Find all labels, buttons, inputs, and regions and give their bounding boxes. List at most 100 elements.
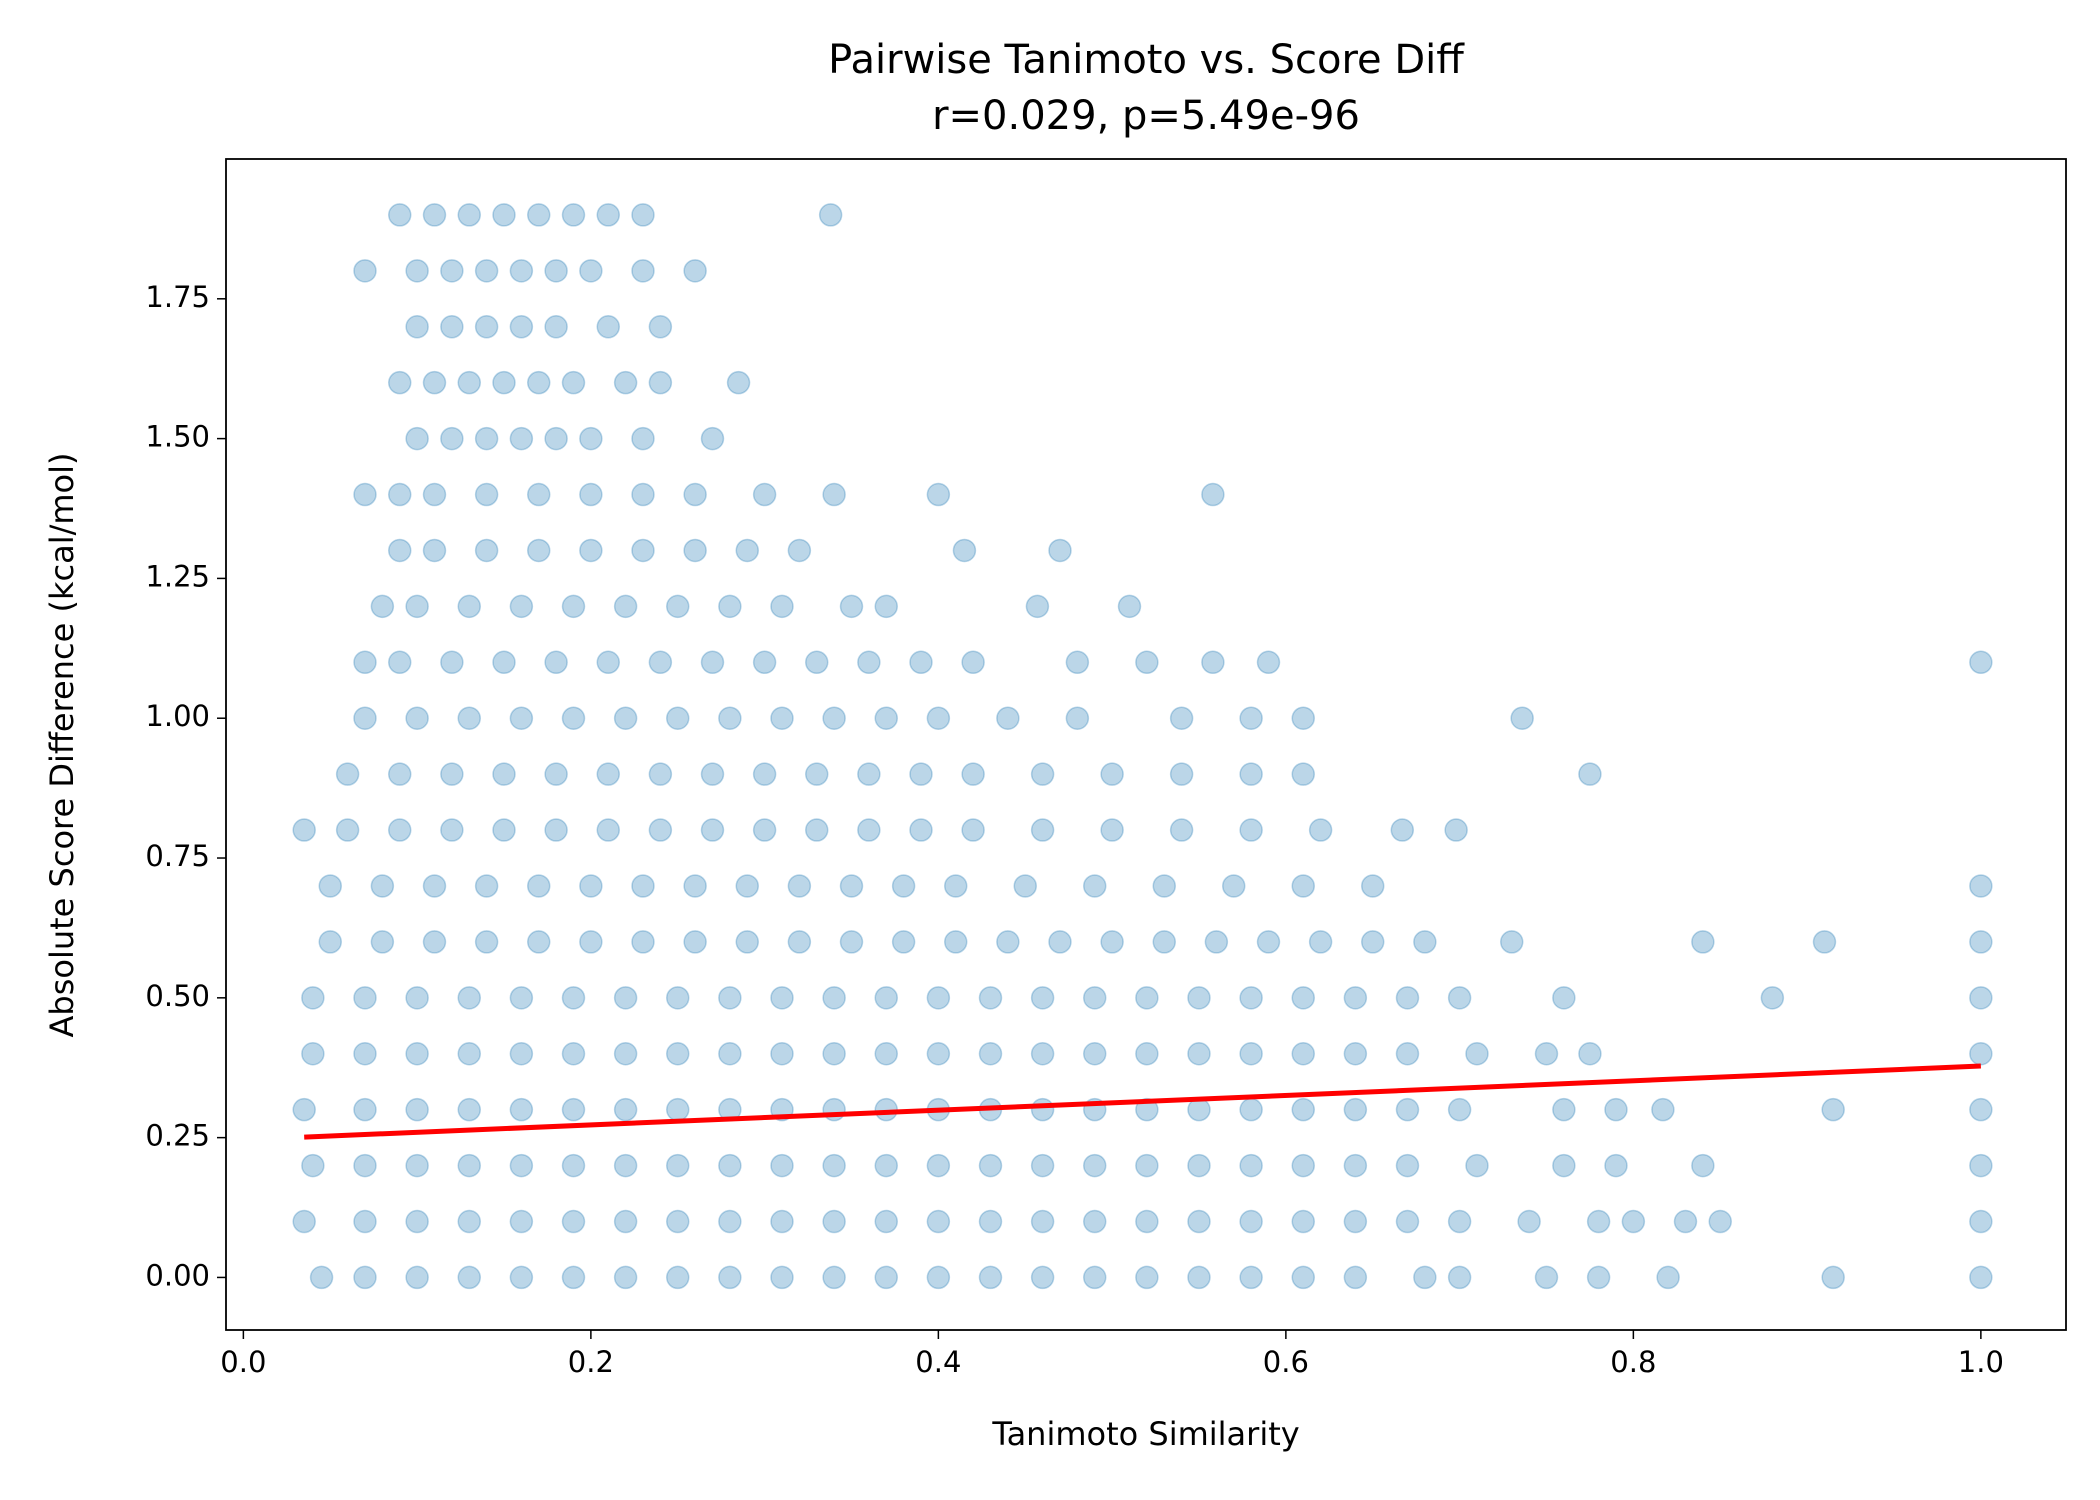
point bbox=[405, 1265, 429, 1290]
y-tick-label: 1.00 bbox=[145, 699, 210, 733]
point bbox=[1390, 818, 1415, 842]
point bbox=[1969, 1097, 1993, 1122]
point bbox=[683, 930, 707, 954]
point bbox=[1534, 1041, 1559, 1066]
point bbox=[544, 259, 568, 283]
point bbox=[961, 650, 985, 675]
point bbox=[926, 1265, 951, 1290]
point bbox=[387, 538, 412, 563]
point bbox=[301, 1153, 325, 1178]
point bbox=[648, 315, 673, 339]
point bbox=[492, 762, 516, 786]
point bbox=[526, 370, 551, 395]
point bbox=[561, 594, 586, 619]
point bbox=[1969, 874, 1993, 898]
point bbox=[561, 1153, 586, 1178]
point bbox=[422, 203, 447, 227]
point bbox=[405, 1209, 429, 1234]
point bbox=[874, 986, 898, 1010]
point bbox=[370, 930, 395, 954]
point bbox=[370, 594, 395, 619]
point bbox=[387, 650, 412, 675]
point bbox=[1135, 1097, 1159, 1122]
point bbox=[579, 874, 603, 898]
point bbox=[1169, 706, 1194, 730]
point bbox=[1651, 1097, 1675, 1122]
point bbox=[700, 426, 725, 451]
point bbox=[891, 930, 916, 954]
point bbox=[457, 1097, 481, 1122]
point bbox=[613, 1153, 638, 1178]
point bbox=[596, 650, 620, 675]
point bbox=[1413, 1265, 1437, 1290]
point bbox=[1413, 930, 1437, 954]
point bbox=[405, 426, 429, 451]
point bbox=[943, 874, 968, 898]
point bbox=[1395, 986, 1420, 1010]
point bbox=[1030, 1209, 1055, 1234]
point bbox=[926, 986, 951, 1010]
point bbox=[1135, 1265, 1159, 1290]
point bbox=[1969, 930, 1993, 954]
point bbox=[301, 986, 325, 1010]
point bbox=[544, 818, 568, 842]
point bbox=[1969, 650, 1993, 675]
point bbox=[387, 482, 412, 507]
point bbox=[353, 650, 377, 675]
point bbox=[509, 1209, 534, 1234]
point bbox=[457, 370, 481, 395]
point bbox=[613, 370, 638, 395]
point bbox=[457, 1153, 481, 1178]
point bbox=[1969, 1041, 1993, 1066]
point bbox=[700, 650, 725, 675]
point bbox=[1465, 1153, 1489, 1178]
point bbox=[770, 1265, 794, 1290]
point bbox=[561, 1209, 586, 1234]
point bbox=[804, 818, 829, 842]
point bbox=[1447, 986, 1472, 1010]
point bbox=[683, 259, 707, 283]
y-tick-label: 0.50 bbox=[145, 979, 210, 1013]
plot-frame bbox=[225, 158, 2067, 1331]
point bbox=[1201, 482, 1225, 507]
point bbox=[405, 594, 429, 619]
point bbox=[665, 706, 690, 730]
point bbox=[718, 1153, 742, 1178]
point bbox=[631, 538, 655, 563]
point bbox=[874, 1265, 898, 1290]
point bbox=[1517, 1209, 1541, 1234]
point bbox=[579, 426, 603, 451]
point bbox=[1030, 1265, 1055, 1290]
point bbox=[292, 818, 316, 842]
point bbox=[1969, 1209, 1993, 1234]
point bbox=[735, 930, 759, 954]
point bbox=[804, 650, 829, 675]
point bbox=[457, 1209, 481, 1234]
point bbox=[631, 426, 655, 451]
point bbox=[874, 1153, 898, 1178]
point bbox=[665, 986, 690, 1010]
point bbox=[561, 706, 586, 730]
point bbox=[631, 203, 655, 227]
point bbox=[353, 1153, 377, 1178]
point bbox=[1552, 1097, 1576, 1122]
point bbox=[891, 874, 916, 898]
point bbox=[1030, 1097, 1055, 1122]
point bbox=[909, 762, 933, 786]
point bbox=[1239, 986, 1263, 1010]
point bbox=[353, 706, 377, 730]
point bbox=[509, 1041, 534, 1066]
point bbox=[857, 762, 881, 786]
point bbox=[1395, 1041, 1420, 1066]
point bbox=[1578, 762, 1602, 786]
point bbox=[1065, 706, 1090, 730]
point bbox=[735, 538, 759, 563]
point bbox=[509, 315, 534, 339]
point bbox=[822, 706, 846, 730]
point bbox=[613, 706, 638, 730]
point bbox=[1152, 930, 1176, 954]
point bbox=[1239, 1097, 1263, 1122]
point bbox=[1187, 1041, 1211, 1066]
point bbox=[353, 1041, 377, 1066]
point bbox=[561, 1097, 586, 1122]
